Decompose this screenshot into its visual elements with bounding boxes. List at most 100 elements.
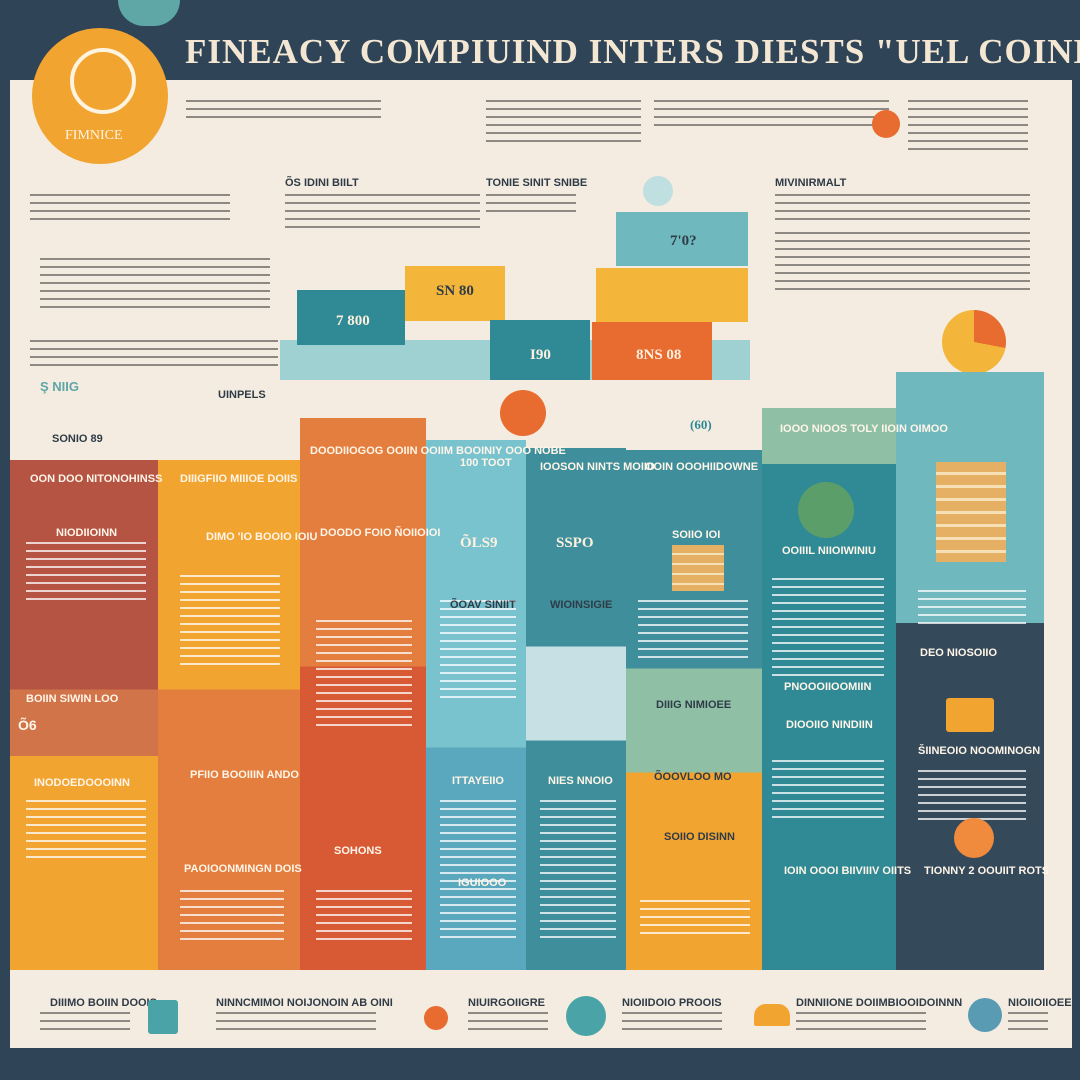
mid-small-label: (60) [690,417,712,432]
band-text-d [440,600,516,700]
stair-block-yellow-right [596,268,748,322]
logo-badge: FIMNICE [32,28,168,164]
band-text-c [316,620,412,730]
band-heading-2: DIIIGFIIO MIIIOE DOIIS [180,473,298,485]
stair-block-yellow-mid-label: SN 80 [436,283,474,299]
shoe-icon [754,1004,790,1026]
band-heading-9: DIMO 'IO BOOIO IOIU [206,531,318,543]
band-text-a [26,542,146,602]
footer-item-1: DIIIMO BOIIN DOOIS [50,997,157,1009]
footer-text-1 [40,1012,130,1036]
band-text-o [918,770,1026,820]
band-text-e [638,600,748,660]
left-text-2 [40,258,270,308]
band-heading-1: OON DOO NITONOHINSS [30,473,163,485]
gear-icon [424,1006,448,1030]
band-heading-10: DOODO FOIO ÑOIIOIOI [320,527,441,539]
dollar-coin-icon [70,48,136,114]
intro-text-2 [486,100,641,144]
intro-text-4 [908,100,1028,152]
intro-text-1 [186,100,381,120]
band-heading-7: IOOO NIOOS TOLY IIOIN OIMOO [780,423,948,435]
pie-chart-icon [942,310,1006,374]
clipboard-icon [148,1000,178,1034]
band-heading-28: SOIIO DISINN [664,831,735,843]
left-text-1 [30,194,230,222]
band-text-m [640,900,750,940]
band-heading-32: IOIN OOOI BIIVIIIV OIITS [784,865,912,877]
footer-item-2: NINNCMIMOI NOIJONOIN AB OINI [216,997,393,1009]
band-heading-14: WIOINSIGIE [550,599,613,611]
dollar-icon [968,998,1002,1032]
band-text-b [180,575,280,665]
band-heading-26: NIES NNOIO [548,775,613,787]
left-text-3 [30,340,278,368]
footer-item-6: NIOIIOIIOEE [1008,997,1072,1009]
band-heading-22: INODOEDOOOINN [34,777,130,789]
band-heading-30: PAOIOONMINGN DOIS [184,863,302,875]
band-heading-20: DEO NIOSOIIO [920,647,998,659]
band-green [626,450,762,970]
footer-item-4: NIOIIDOIO PROOIS [622,997,722,1009]
band-text-i [180,890,284,940]
band-text-k [440,800,516,940]
band-text-j [316,890,412,940]
band-heading-23: PFIIO BOOIIIN ANDO [190,769,299,781]
band-heading-19: DIOOIIO NINDIIN [786,719,873,731]
band-heading-12: SSPO [556,535,594,551]
footer-bar [10,972,1072,1048]
band-heading-27: ÕOOVLOO MO [654,771,732,783]
band-text-f [772,578,884,678]
book-stack-icon [672,545,724,591]
chart-circle-icon [500,390,546,436]
band-heading-17: BOIIN SIWIN LOO [26,693,119,705]
band-text-l [540,800,616,940]
band-heading-13: ÕOAV SINIIT [450,599,516,611]
small-coin-icon [643,176,673,206]
band-heading-34: Õ6 [18,717,37,733]
stair-block-yellow-mid [405,266,505,321]
top-heading-7: Ş NIIG [40,379,80,394]
top-heading-5: UINPELS [218,389,266,401]
stair-block-orange-label: 8NS 08 [636,347,682,363]
band-heading-24: SOHONS [334,845,382,857]
right-text-2 [775,232,1030,292]
band-left-mid [158,460,300,970]
intro-text-3 [654,100,889,128]
stair-block-orange [592,322,712,380]
band-heading-5: IOOSON NINTS MOIID [540,461,655,473]
footer-item-5: DINNIIONE DOIIMBIOOIDOINNN [796,997,963,1009]
top-heading-2: TONIE SINIT SNIBE [486,177,588,189]
band-text-g [918,590,1026,630]
top-heading-3: MIVINIRMALT [775,177,847,189]
band-heading-31: IGUIOOO [458,877,507,889]
stair-block-top [616,212,748,266]
top-heading-6: SONIO 89 [52,433,103,445]
footer-item-3: NIUIRGOIIGRE [468,997,546,1009]
band-text-h [26,800,146,860]
band-heading-25: ITTAYEIIO [452,775,504,787]
mid-text-1 [486,194,576,212]
stair-block-teal-centre-label: I90 [530,347,551,363]
band-heading-29: PNOOOIIOOMIIN [784,681,872,693]
mid-text-2 [285,194,480,230]
top-heading-1: ÕS IDINI BIILT [285,177,359,189]
logo-text: FIMNICE [65,128,123,143]
footer-text-5 [796,1012,926,1034]
band-heading-15: SOIIO IOI [672,529,721,541]
footer-text-3 [468,1012,548,1034]
band-heading-18: DIIIG NIMIOEE [656,699,732,711]
book-stack-icon [936,462,1006,562]
footer-text-4 [622,1012,722,1036]
stair-block-teal-centre [490,320,590,380]
leaf-icon [566,996,606,1036]
stair-block-top-label: 7'0? [670,233,697,249]
band-heading-8: NIODIIOINN [56,527,118,539]
growth-chart-icon [798,482,854,538]
band-text-n [772,760,884,820]
band-heading-4: 100 TOOT [460,457,512,469]
band-heading-21: ŠIINEOIO NOOMINOGN [918,745,1041,757]
currency-icon [954,818,994,858]
folder-icon [946,698,994,732]
